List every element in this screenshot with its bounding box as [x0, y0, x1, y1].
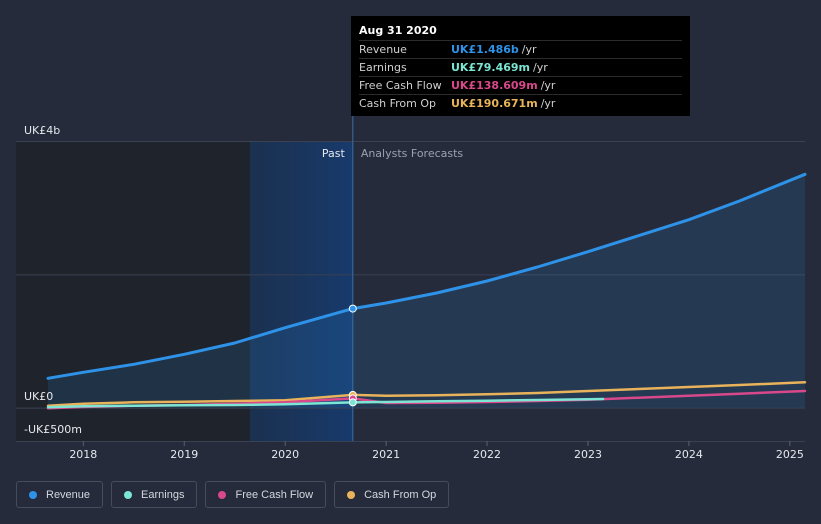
tooltip-unit: /yr	[540, 97, 556, 110]
tooltip-date: Aug 31 2020	[359, 24, 437, 37]
x-tick-label: 2025	[776, 448, 804, 461]
x-tick-label: 2022	[473, 448, 501, 461]
tooltip-row-earnings: Earnings UK£79.469m /yr	[359, 58, 682, 76]
legend-label: Earnings	[141, 488, 185, 501]
y-label-zero: UK£0	[24, 390, 53, 403]
revenue-area	[48, 174, 805, 408]
tooltip-value: UK£79.469m	[451, 61, 531, 74]
y-label-top: UK£4b	[24, 124, 60, 137]
x-tick-label: 2019	[170, 448, 198, 461]
forecast-label: Analysts Forecasts	[361, 147, 464, 160]
legend-item-cash-from-op[interactable]: Cash From Op	[334, 481, 450, 508]
free-cash-flow-dot-icon	[218, 490, 227, 499]
past-label: Past	[322, 147, 346, 160]
x-tick-label: 2024	[675, 448, 703, 461]
legend-label: Cash From Op	[364, 488, 437, 501]
tooltip-unit: /yr	[540, 79, 556, 92]
legend-item-revenue[interactable]: Revenue	[16, 481, 104, 508]
tooltip-row-free-cash-flow: Free Cash Flow UK£138.609m /yr	[359, 76, 682, 94]
tooltip: Aug 31 2020 Revenue UK£1.486b /yr Earnin…	[351, 16, 690, 116]
tooltip-unit: /yr	[521, 43, 537, 56]
legend-label: Free Cash Flow	[235, 488, 314, 501]
cash-from-op-line	[46, 381, 807, 407]
tooltip-label: Cash From Op	[359, 97, 437, 110]
legend-item-free-cash-flow[interactable]: Free Cash Flow	[205, 481, 327, 508]
revenue-dot-icon	[29, 490, 37, 499]
cash-from-op-dot-icon	[347, 490, 356, 499]
tooltip-label: Free Cash Flow	[359, 79, 442, 92]
revenue-highlight-point	[348, 304, 357, 313]
legend-label: Revenue	[46, 488, 91, 501]
tooltip-unit: /yr	[533, 61, 548, 74]
tooltip-highlight	[249, 141, 353, 441]
tooltip-row-cash-from-op: Cash From Op UK£190.671m /yr	[359, 94, 682, 112]
earnings-dot-icon	[124, 490, 133, 499]
earnings-highlight-point	[348, 398, 357, 407]
y-label-bottom: -UK£500m	[24, 423, 82, 436]
revenue-line	[46, 172, 807, 380]
legend-item-earnings[interactable]: Earnings	[111, 481, 198, 508]
x-tick-label: 2020	[271, 448, 299, 461]
x-tick-label: 2021	[372, 448, 400, 461]
legend: Revenue Earnings Free Cash Flow Cash Fro…	[16, 481, 450, 508]
tooltip-value: UK£1.486b	[451, 43, 519, 56]
tooltip-label: Earnings	[359, 61, 407, 74]
tooltip-label: Revenue	[359, 43, 407, 56]
tooltip-row-revenue: Revenue UK£1.486b /yr	[359, 40, 682, 58]
tooltip-value: UK£190.671m	[451, 97, 538, 110]
x-tick-label: 2018	[69, 448, 97, 461]
x-tick-label: 2023	[574, 448, 602, 461]
tooltip-value: UK£138.609m	[451, 79, 538, 92]
